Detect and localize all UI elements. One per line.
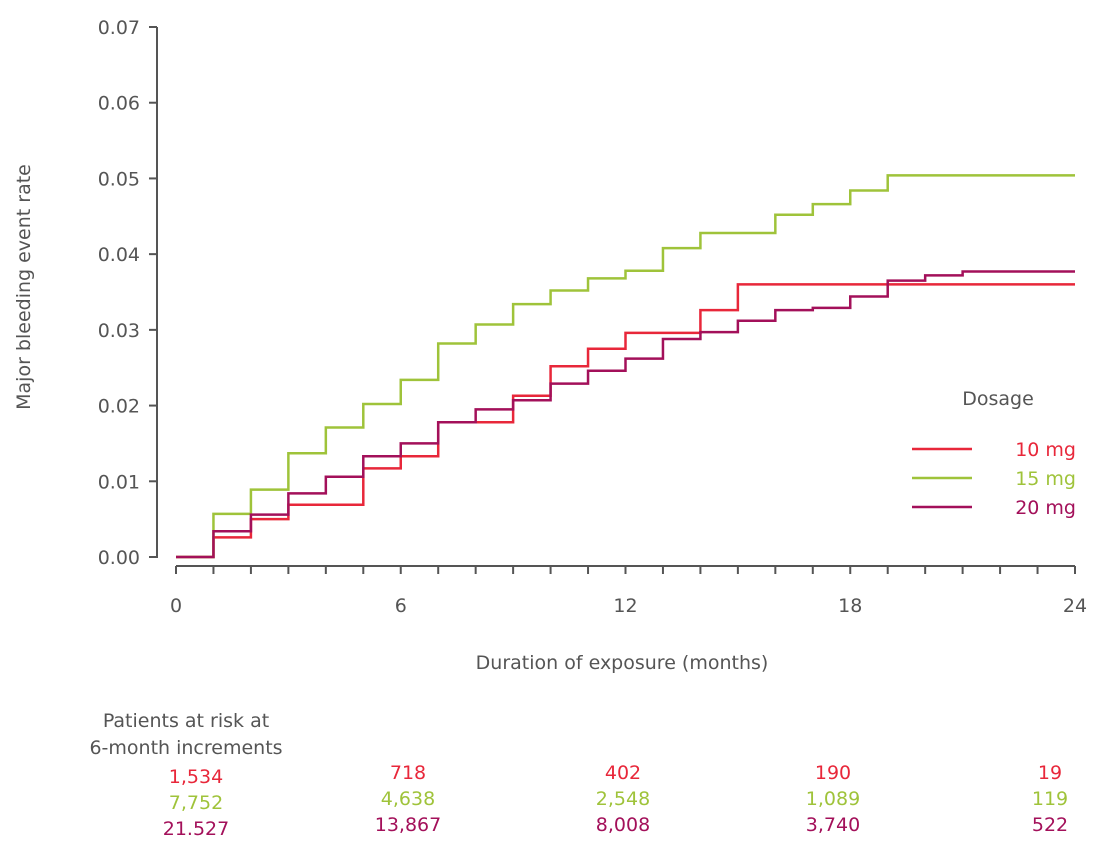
risk-table-value: 19 (1038, 762, 1062, 784)
series-line-15-mg (176, 174, 1075, 559)
risk-table-value: 1,089 (806, 788, 860, 810)
risk-table-value: 7,752 (169, 792, 223, 814)
risk-table-value: 119 (1032, 788, 1068, 810)
y-tick-label: 0.05 (98, 168, 140, 190)
risk-table-value: 4,638 (381, 788, 435, 810)
series-line-20-mg (176, 270, 1075, 559)
legend: Dosage 10 mg 15 mg 20 mg (912, 388, 1076, 519)
risk-table-title-line1: Patients at risk at (103, 710, 269, 732)
legend-label: 15 mg (1015, 468, 1076, 490)
y-tick-label: 0.06 (98, 93, 140, 115)
risk-table-value: 1,534 (169, 766, 223, 788)
risk-table: Patients at risk at 6-month increments 1… (89, 710, 1068, 840)
risk-table-value: 402 (605, 762, 641, 784)
risk-table-value: 13,867 (375, 814, 441, 836)
risk-table-value: 8,008 (596, 814, 650, 836)
risk-table-value: 522 (1032, 814, 1068, 836)
y-tick-label: 0.03 (98, 320, 140, 342)
y-tick-label: 0.00 (98, 547, 140, 569)
x-tick-label: 18 (838, 595, 862, 617)
x-tick-label: 24 (1063, 595, 1087, 617)
series-lines (176, 174, 1075, 559)
y-axis-title: Major bleeding event rate (13, 164, 35, 410)
y-tick-label: 0.01 (98, 471, 140, 493)
axes: 0.00 0.01 0.02 0.03 0.04 0.05 0.06 0.07 0 6 12 18 24 (98, 17, 1087, 617)
legend-title: Dosage (962, 388, 1034, 410)
x-axis-title: Duration of exposure (months) (476, 652, 769, 674)
legend-label: 10 mg (1015, 439, 1076, 461)
x-tick-label: 12 (613, 595, 637, 617)
series-line-10-mg (176, 283, 1075, 559)
risk-table-value: 718 (390, 762, 426, 784)
y-tick-label: 0.04 (98, 244, 140, 266)
x-tick-label: 0 (170, 595, 182, 617)
risk-table-value: 190 (815, 762, 851, 784)
risk-table-title-line2: 6-month increments (89, 737, 282, 759)
risk-table-value: 3,740 (806, 814, 860, 836)
risk-table-value: 2,548 (596, 788, 650, 810)
legend-label: 20 mg (1015, 497, 1076, 519)
risk-table-value: 21.527 (163, 818, 229, 840)
y-tick-label: 0.07 (98, 17, 140, 39)
y-tick-label: 0.02 (98, 396, 140, 418)
x-tick-label: 6 (395, 595, 407, 617)
